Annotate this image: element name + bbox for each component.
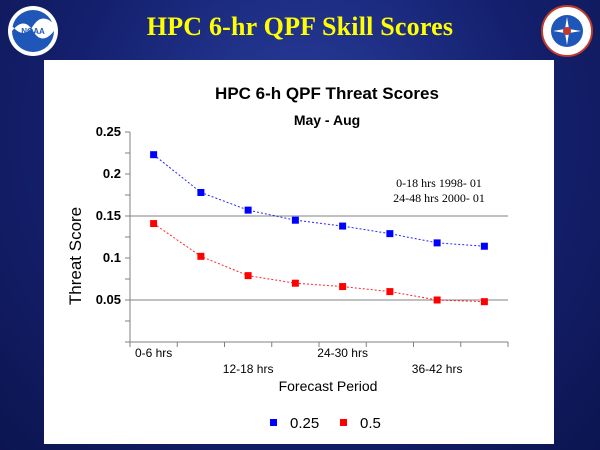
data-point	[150, 220, 158, 228]
legend-label: 0.25	[290, 415, 319, 432]
y-tick-label: 0.1	[103, 250, 121, 265]
legend-label: 0.5	[360, 415, 381, 432]
chart-title: HPC 6-h QPF Threat Scores	[215, 84, 439, 103]
data-point	[339, 283, 347, 291]
data-point	[150, 151, 158, 159]
data-point	[244, 272, 252, 280]
data-point	[197, 188, 205, 196]
y-tick-label: 0.05	[96, 292, 121, 307]
chart-panel: HPC 6-h QPF Threat Scores May - Aug Thre…	[44, 60, 554, 444]
x-tick-label: 24-30 hrs	[317, 346, 368, 360]
data-point	[480, 298, 488, 306]
data-point	[291, 279, 299, 287]
legend-marker	[270, 419, 277, 426]
y-tick-label: 0.15	[96, 208, 121, 223]
data-point	[480, 242, 488, 250]
legend-marker	[340, 419, 347, 426]
data-point	[339, 222, 347, 230]
nws-logo	[541, 5, 593, 57]
plot-area: 0.25 0.2 0.15 0.1 0.05 0-6 hrs 12-18 hrs 24-30 …	[96, 124, 509, 376]
data-point	[291, 216, 299, 224]
data-point	[433, 296, 441, 304]
series-line-0	[153, 154, 485, 247]
data-point	[197, 252, 205, 260]
data-point	[433, 239, 441, 247]
annotation-line-1: 0-18 hrs 1998- 01	[396, 176, 482, 190]
threat-score-chart: HPC 6-h QPF Threat Scores May - Aug Thre…	[66, 84, 509, 432]
slide-title: HPC 6-hr QPF Skill Scores	[146, 12, 454, 41]
chart-subtitle: May - Aug	[294, 112, 360, 128]
x-tick-label: 36-42 hrs	[412, 362, 463, 376]
y-axis-label: Threat Score	[66, 207, 85, 305]
svg-text:NOAA: NOAA	[21, 27, 45, 36]
y-tick-label: 0.25	[96, 124, 121, 139]
series-line-1	[153, 223, 485, 303]
legend: 0.25 0.5	[270, 415, 381, 432]
data-point	[386, 230, 394, 238]
x-tick-label: 0-6 hrs	[135, 346, 172, 360]
data-point	[386, 288, 394, 296]
data-point	[244, 206, 252, 214]
y-tick-label: 0.2	[103, 166, 121, 181]
x-axis-label: Forecast Period	[279, 378, 378, 394]
x-tick-label: 12-18 hrs	[223, 362, 274, 376]
noaa-logo: NOAA	[8, 6, 58, 56]
annotation-line-2: 24-48 hrs 2000- 01	[393, 191, 485, 205]
